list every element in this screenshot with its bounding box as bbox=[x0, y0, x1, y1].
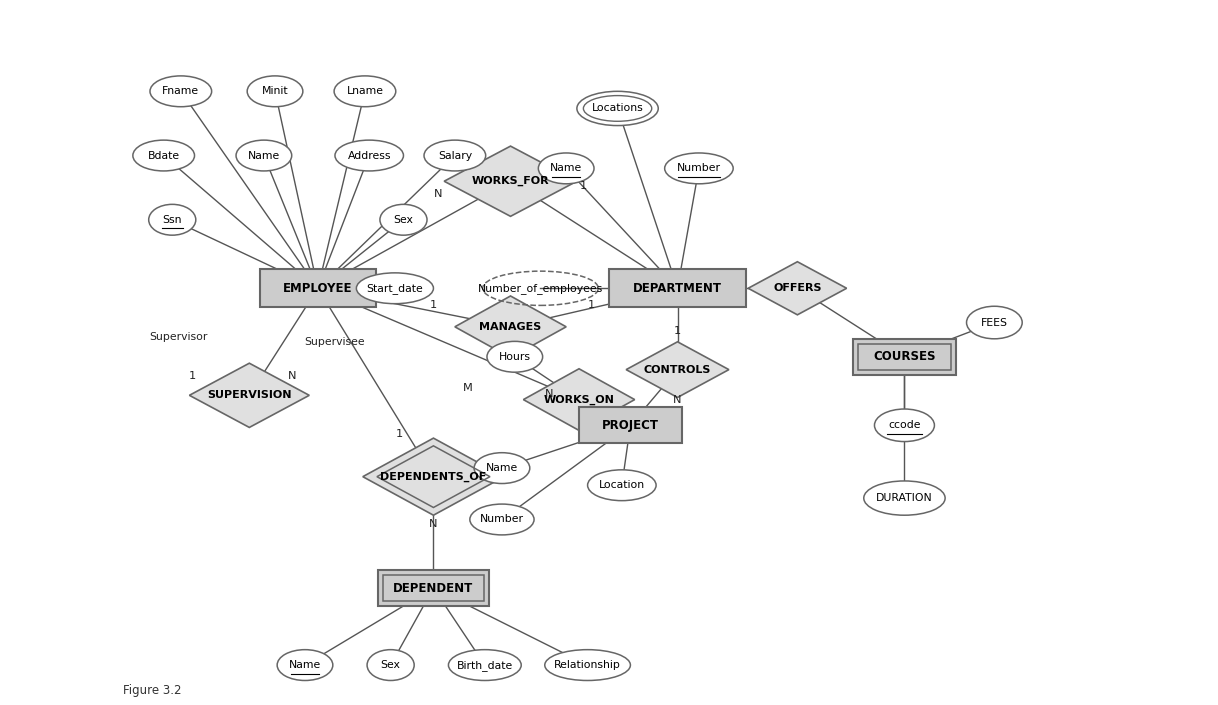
FancyBboxPatch shape bbox=[579, 407, 682, 443]
Polygon shape bbox=[524, 369, 635, 431]
Ellipse shape bbox=[150, 76, 212, 106]
Ellipse shape bbox=[665, 153, 733, 184]
Text: Fname: Fname bbox=[162, 86, 200, 97]
Text: SUPERVISION: SUPERVISION bbox=[207, 391, 291, 400]
Text: Supervisor: Supervisor bbox=[149, 332, 207, 342]
Ellipse shape bbox=[357, 273, 434, 304]
Text: Birth_date: Birth_date bbox=[457, 660, 513, 670]
Text: Hours: Hours bbox=[499, 352, 531, 362]
Ellipse shape bbox=[474, 453, 530, 484]
Text: Name: Name bbox=[247, 151, 280, 161]
Text: N: N bbox=[287, 372, 296, 381]
Text: PROJECT: PROJECT bbox=[602, 419, 659, 431]
Text: CONTROLS: CONTROLS bbox=[644, 364, 711, 374]
Ellipse shape bbox=[247, 76, 303, 106]
Polygon shape bbox=[363, 438, 504, 515]
Text: WORKS_ON: WORKS_ON bbox=[543, 395, 614, 405]
Ellipse shape bbox=[470, 504, 533, 535]
Text: Locations: Locations bbox=[592, 104, 643, 114]
Polygon shape bbox=[748, 262, 847, 315]
Text: OFFERS: OFFERS bbox=[773, 283, 822, 293]
Text: WORKS_FOR: WORKS_FOR bbox=[471, 176, 549, 186]
Text: Location: Location bbox=[599, 480, 644, 490]
Ellipse shape bbox=[544, 650, 631, 680]
FancyBboxPatch shape bbox=[853, 339, 956, 375]
FancyBboxPatch shape bbox=[609, 269, 745, 307]
Text: N: N bbox=[429, 519, 437, 529]
Ellipse shape bbox=[875, 409, 934, 441]
Ellipse shape bbox=[133, 140, 195, 171]
Text: Relationship: Relationship bbox=[554, 660, 621, 670]
Text: Address: Address bbox=[347, 151, 391, 161]
Ellipse shape bbox=[367, 650, 414, 680]
Text: Figure 3.2: Figure 3.2 bbox=[123, 684, 181, 697]
Text: 1: 1 bbox=[588, 300, 596, 310]
Text: DEPENDENT: DEPENDENT bbox=[393, 582, 474, 594]
Polygon shape bbox=[626, 342, 728, 398]
FancyBboxPatch shape bbox=[259, 269, 375, 307]
Text: N: N bbox=[674, 395, 682, 405]
Text: FEES: FEES bbox=[980, 317, 1007, 328]
Ellipse shape bbox=[538, 153, 594, 184]
Ellipse shape bbox=[380, 204, 428, 235]
Text: Minit: Minit bbox=[262, 86, 289, 97]
Ellipse shape bbox=[448, 650, 521, 680]
Text: EMPLOYEE: EMPLOYEE bbox=[283, 282, 352, 295]
Text: Sex: Sex bbox=[393, 215, 413, 225]
Ellipse shape bbox=[149, 204, 196, 235]
Text: Sex: Sex bbox=[381, 660, 401, 670]
Polygon shape bbox=[189, 363, 309, 427]
Text: Lname: Lname bbox=[346, 86, 384, 97]
Ellipse shape bbox=[864, 481, 945, 515]
Text: Start_date: Start_date bbox=[367, 283, 424, 294]
Text: N: N bbox=[544, 388, 553, 398]
Text: 1: 1 bbox=[189, 372, 196, 381]
Text: ccode: ccode bbox=[888, 420, 921, 430]
Polygon shape bbox=[445, 146, 577, 216]
Text: DEPENDENTS_OF: DEPENDENTS_OF bbox=[380, 472, 486, 482]
Ellipse shape bbox=[236, 140, 292, 171]
Ellipse shape bbox=[335, 140, 403, 171]
Ellipse shape bbox=[334, 76, 396, 106]
FancyBboxPatch shape bbox=[378, 570, 490, 606]
Text: Number: Number bbox=[480, 515, 524, 525]
Ellipse shape bbox=[967, 306, 1022, 339]
Ellipse shape bbox=[587, 470, 657, 501]
Text: Supervisee: Supervisee bbox=[304, 337, 365, 348]
Ellipse shape bbox=[577, 92, 658, 125]
Text: Ssn: Ssn bbox=[162, 215, 181, 225]
Ellipse shape bbox=[487, 341, 543, 372]
Text: COURSES: COURSES bbox=[873, 350, 935, 363]
Text: M: M bbox=[463, 384, 473, 393]
Text: Bdate: Bdate bbox=[147, 151, 180, 161]
Text: Name: Name bbox=[289, 660, 322, 670]
Text: Name: Name bbox=[551, 164, 582, 173]
Text: Name: Name bbox=[486, 463, 518, 473]
Text: DEPARTMENT: DEPARTMENT bbox=[633, 282, 722, 295]
Text: 1: 1 bbox=[674, 326, 681, 336]
Text: DURATION: DURATION bbox=[876, 493, 933, 503]
Text: MANAGES: MANAGES bbox=[480, 321, 542, 332]
Text: Number: Number bbox=[677, 164, 721, 173]
Text: Salary: Salary bbox=[437, 151, 471, 161]
Text: Number_of_employees: Number_of_employees bbox=[477, 283, 603, 294]
Polygon shape bbox=[454, 296, 566, 357]
Text: 1: 1 bbox=[430, 300, 437, 310]
Ellipse shape bbox=[278, 650, 333, 680]
Ellipse shape bbox=[424, 140, 486, 171]
Text: N: N bbox=[434, 189, 442, 199]
Text: 1: 1 bbox=[396, 429, 403, 439]
Text: 1: 1 bbox=[580, 180, 587, 190]
